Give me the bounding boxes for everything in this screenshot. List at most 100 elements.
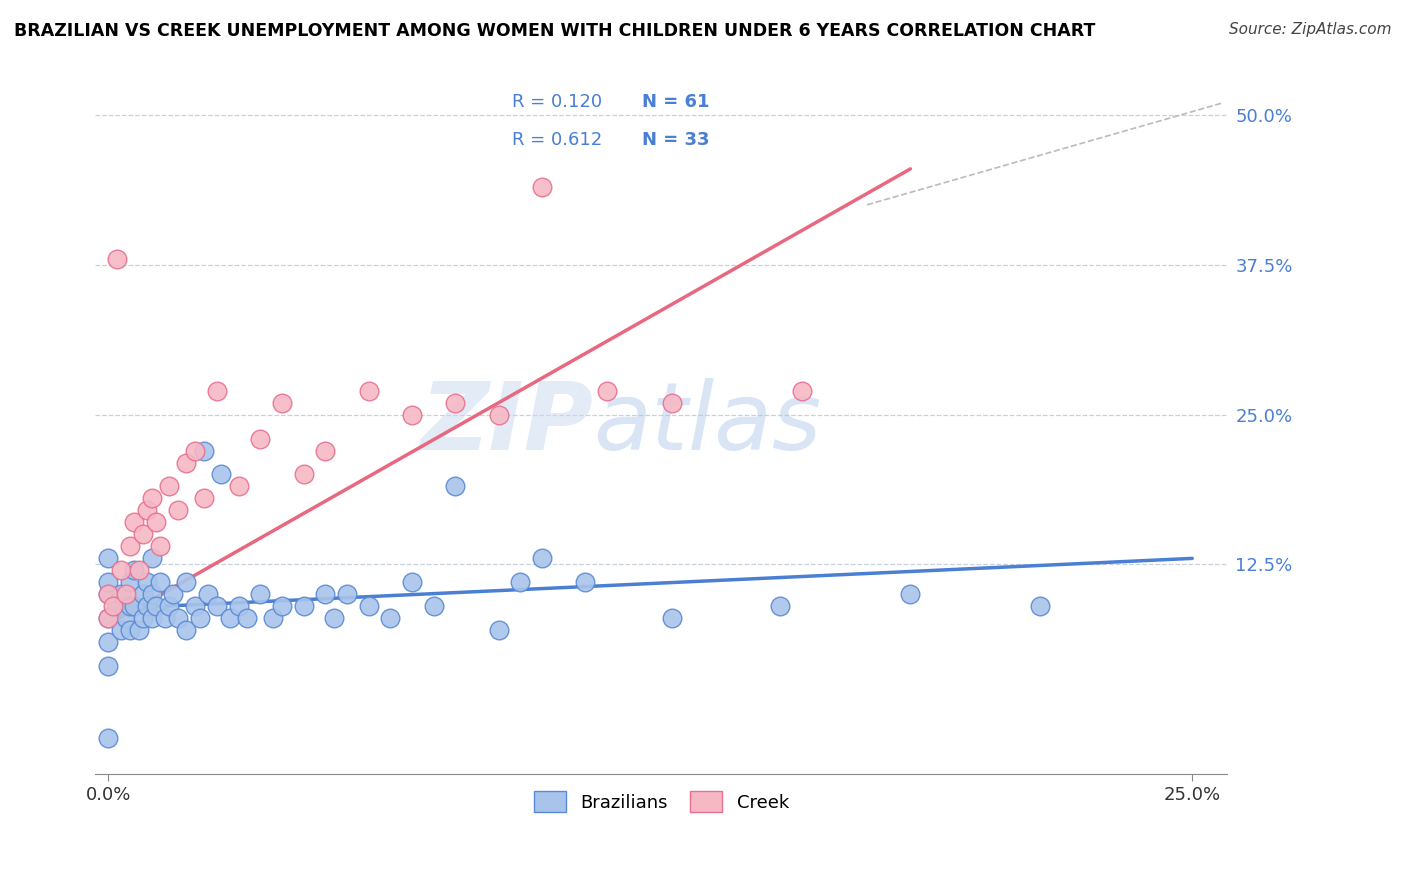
Point	[157, 479, 180, 493]
Point	[97, 575, 120, 590]
Point	[128, 624, 150, 638]
Point	[145, 599, 167, 614]
Point	[114, 611, 136, 625]
Point	[128, 563, 150, 577]
Point	[444, 395, 467, 409]
Text: N = 61: N = 61	[643, 94, 710, 112]
Point	[509, 575, 531, 590]
Point	[114, 587, 136, 601]
Point	[530, 179, 553, 194]
Point	[661, 611, 683, 625]
Point	[157, 599, 180, 614]
Point	[444, 479, 467, 493]
Point	[422, 599, 444, 614]
Point	[149, 575, 172, 590]
Point	[97, 551, 120, 566]
Point	[262, 611, 284, 625]
Point	[141, 587, 163, 601]
Point	[145, 516, 167, 530]
Point	[97, 611, 120, 625]
Point	[162, 587, 184, 601]
Point	[314, 587, 336, 601]
Point	[120, 624, 142, 638]
Point	[141, 491, 163, 506]
Point	[176, 575, 198, 590]
Point	[197, 587, 219, 601]
Point	[105, 599, 128, 614]
Point	[132, 587, 155, 601]
Point	[132, 527, 155, 541]
Point	[136, 575, 159, 590]
Point	[166, 503, 188, 517]
Text: N = 33: N = 33	[643, 130, 710, 149]
Point	[193, 443, 215, 458]
Point	[136, 503, 159, 517]
Point	[97, 611, 120, 625]
Point	[136, 599, 159, 614]
Text: ZIP: ZIP	[420, 377, 593, 469]
Point	[176, 624, 198, 638]
Point	[401, 408, 423, 422]
Point	[900, 587, 922, 601]
Legend: Brazilians, Creek: Brazilians, Creek	[520, 779, 801, 825]
Point	[141, 551, 163, 566]
Point	[193, 491, 215, 506]
Point	[120, 540, 142, 554]
Point	[188, 611, 211, 625]
Point	[336, 587, 359, 601]
Point	[132, 611, 155, 625]
Point	[105, 252, 128, 266]
Text: R = 0.120: R = 0.120	[512, 94, 602, 112]
Point	[488, 408, 510, 422]
Point	[205, 384, 228, 398]
Point	[357, 599, 380, 614]
Point	[218, 611, 240, 625]
Point	[249, 587, 271, 601]
Point	[110, 563, 132, 577]
Point	[357, 384, 380, 398]
Point	[322, 611, 344, 625]
Point	[176, 456, 198, 470]
Point	[97, 587, 120, 601]
Point	[530, 551, 553, 566]
Point	[166, 611, 188, 625]
Point	[292, 599, 315, 614]
Point	[661, 395, 683, 409]
Point	[153, 611, 176, 625]
Point	[149, 540, 172, 554]
Point	[769, 599, 792, 614]
Text: Source: ZipAtlas.com: Source: ZipAtlas.com	[1229, 22, 1392, 37]
Text: BRAZILIAN VS CREEK UNEMPLOYMENT AMONG WOMEN WITH CHILDREN UNDER 6 YEARS CORRELAT: BRAZILIAN VS CREEK UNEMPLOYMENT AMONG WO…	[14, 22, 1095, 40]
Point	[228, 599, 250, 614]
Point	[124, 563, 146, 577]
Text: R = 0.612: R = 0.612	[512, 130, 602, 149]
Point	[596, 384, 619, 398]
Point	[110, 624, 132, 638]
Text: atlas: atlas	[593, 378, 821, 469]
Point	[488, 624, 510, 638]
Point	[97, 659, 120, 673]
Point	[380, 611, 402, 625]
Point	[270, 599, 292, 614]
Point	[97, 635, 120, 649]
Point	[141, 611, 163, 625]
Point	[209, 467, 232, 482]
Point	[205, 599, 228, 614]
Point	[97, 731, 120, 746]
Point	[270, 395, 292, 409]
Point	[574, 575, 596, 590]
Point	[110, 587, 132, 601]
Point	[1029, 599, 1052, 614]
Point	[249, 432, 271, 446]
Point	[292, 467, 315, 482]
Point	[101, 599, 124, 614]
Point	[120, 599, 142, 614]
Point	[124, 516, 146, 530]
Point	[97, 587, 120, 601]
Point	[120, 575, 142, 590]
Point	[124, 599, 146, 614]
Point	[228, 479, 250, 493]
Point	[790, 384, 813, 398]
Point	[236, 611, 259, 625]
Point	[184, 599, 207, 614]
